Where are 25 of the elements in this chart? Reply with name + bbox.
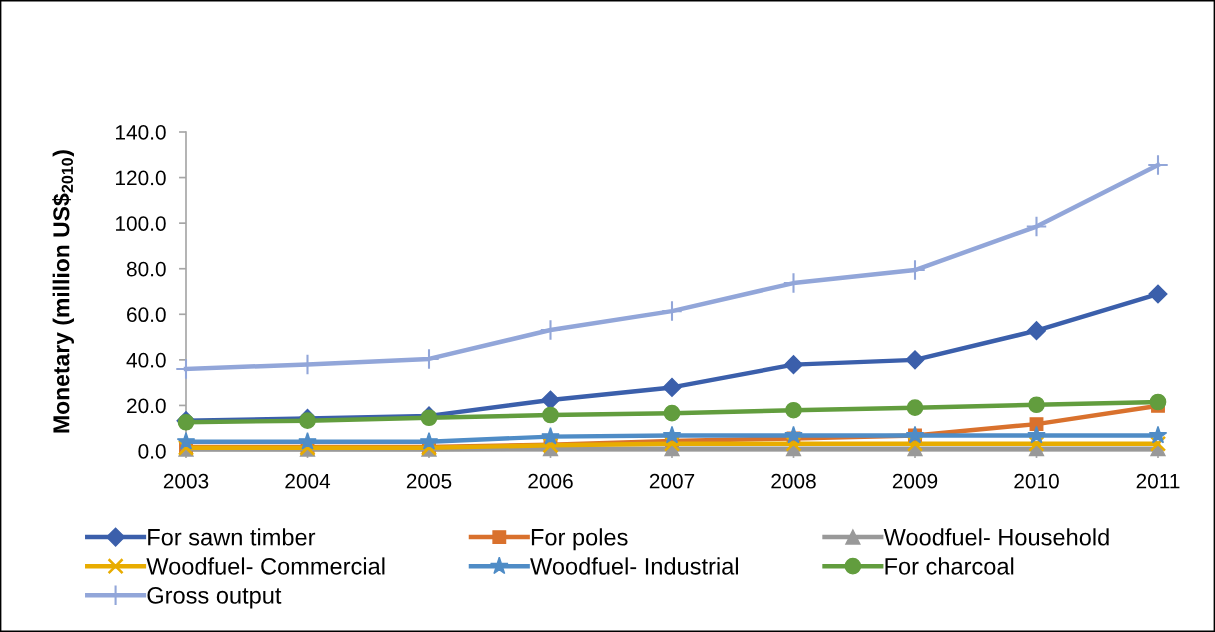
x-tick-label: 2006 xyxy=(528,473,573,489)
legend-label: For poles xyxy=(531,528,628,551)
x-tick-label: 2007 xyxy=(649,473,695,489)
x-tick-label: 2011 xyxy=(1136,473,1180,489)
y-tick-label: 80.0 xyxy=(126,261,166,277)
y-tick-label: 0.0 xyxy=(138,444,166,459)
legend-label: Woodfuel- Industrial xyxy=(530,557,738,575)
x-tick-label: 2008 xyxy=(771,473,816,489)
y-tick-label: 40.0 xyxy=(126,352,166,368)
legend-label: Woodfuel- Commercial xyxy=(146,557,385,575)
legend-label: For charcoal xyxy=(885,557,1014,575)
x-tick-label: 2003 xyxy=(163,473,209,489)
y-tick-label: 120.0 xyxy=(116,170,166,186)
y-tick-label: 140.0 xyxy=(116,125,166,140)
y-tick-label: 60.0 xyxy=(127,307,166,323)
x-tick-label: 2005 xyxy=(406,473,452,489)
x-tick-label: 2010 xyxy=(1014,473,1059,489)
x-tick-label: 2004 xyxy=(285,473,331,489)
legend-label: For sawn timber xyxy=(148,528,316,546)
legend-label: Woodfuel- Household xyxy=(883,528,1109,546)
x-tick-label: 2009 xyxy=(892,473,938,489)
y-axis-title: Monetary (million US$$_{2010}$) xyxy=(52,150,74,433)
y-tick-label: 100.0 xyxy=(116,216,166,231)
legend-label: Gross output xyxy=(147,587,282,609)
y-tick-label: 20.0 xyxy=(127,398,166,414)
